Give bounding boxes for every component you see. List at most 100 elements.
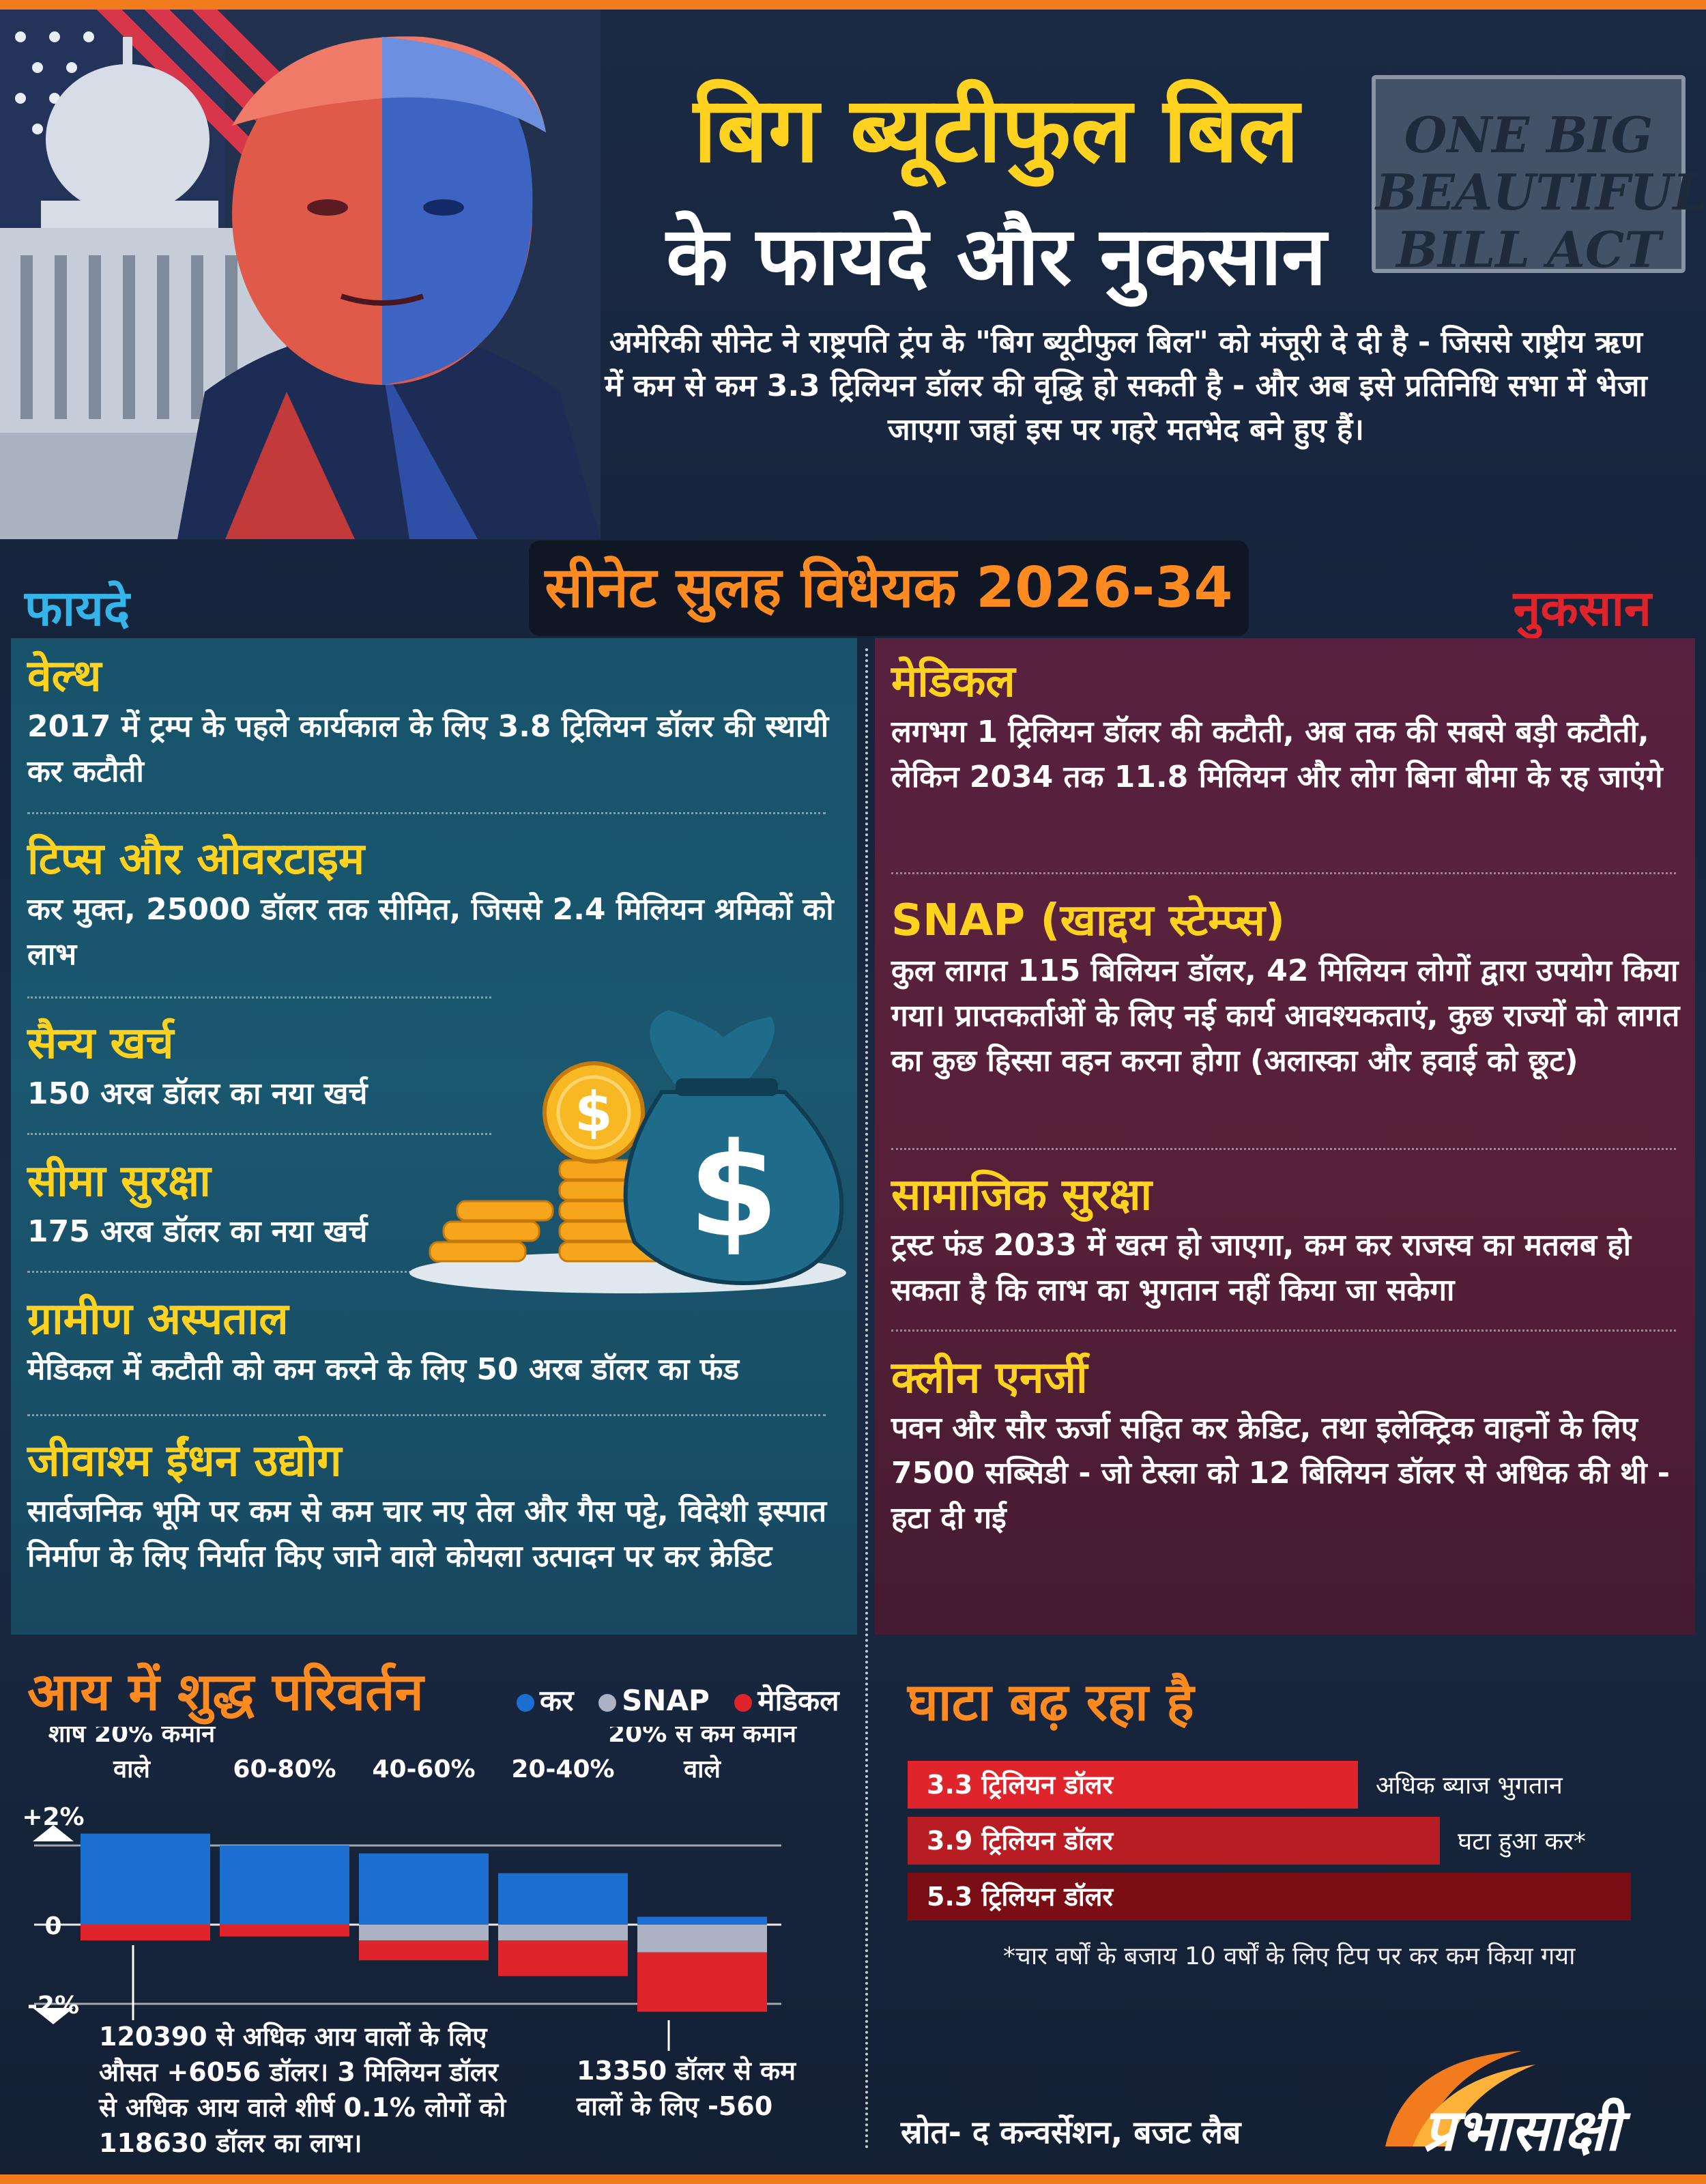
source-credit: स्रोत- द कन्वर्सेशन, बजट लैब	[901, 2114, 1241, 2151]
net-change-title: आय में शुद्ध परिवर्तन	[27, 1661, 424, 1722]
con-heading: सामाजिक सुरक्षा	[891, 1170, 1153, 1220]
bar-कर	[220, 1845, 349, 1925]
bar-SNAP	[637, 1925, 767, 1953]
pro-text: मेडिकल में कटौती को कम करने के लिए 50 अर…	[27, 1352, 740, 1387]
intro-paragraph: अमेरिकी सीनेट ने राष्ट्रपति ट्रंप के "बि…	[605, 325, 1647, 447]
prabhasakshi-logo	[1385, 2051, 1535, 2146]
bar-कर	[498, 1873, 628, 1925]
logo-text: प्रभासाक्षी	[1423, 2097, 1621, 2164]
bar-मेडिकल	[359, 1940, 489, 1961]
bill-sign: ONE BIG BEAUTIFUL BILL ACT	[1372, 75, 1706, 278]
note-low-earners: 13350 डॉलर से कम वालों के लिए -560	[577, 2056, 796, 2121]
pro-heading: जीवाश्म ईंधन उद्योग	[27, 1436, 342, 1486]
deficit-footnote: *चार वर्षों के बजाय 10 वर्षों के लिए टिप…	[1003, 1942, 1576, 1970]
svg-text:$: $	[575, 1080, 613, 1144]
capitol-dome	[0, 37, 328, 539]
deficit-value-label: 5.3 ट्रिलियन डॉलर	[927, 1882, 1114, 1912]
legend-label-tax: कर	[540, 1684, 574, 1717]
pro-item: टिप्स और ओवरटाइम कर मुक्त, 25000 डॉलर तक…	[27, 831, 846, 977]
page-subtitle: के फायदे और नुकसान	[666, 209, 1327, 303]
category-label: वाले	[113, 1755, 151, 1783]
portrait	[177, 36, 601, 539]
category-label: वाले	[683, 1755, 721, 1783]
svg-text:$: $	[689, 1115, 779, 1266]
category-label: 20-40%	[511, 1755, 614, 1783]
bar-मेडिकल	[498, 1940, 628, 1977]
cons-panel	[875, 638, 1695, 1635]
pro-text: कर मुक्त, 25000 डॉलर तक सीमित, जिससे 2.4…	[27, 892, 834, 972]
con-heading: क्लीन एनर्जी	[891, 1353, 1088, 1403]
top-accent-bar	[0, 0, 1706, 10]
pro-text: सार्वजनिक भूमि पर कम से कम चार नए तेल और…	[27, 1494, 827, 1574]
bar-कर	[359, 1853, 489, 1925]
pro-heading: सीमा सुरक्षा	[27, 1156, 211, 1207]
down-arrow-icon	[33, 2008, 74, 2024]
pros-label: फायदे	[25, 579, 130, 637]
deficit-chart: 3.3 ट्रिलियन डॉलर अधिक ब्याज भुगतान 3.9 ट्…	[908, 1761, 1631, 1921]
money-bag-icon: $	[623, 1010, 844, 1286]
banner-title: सीनेट सुलह विधेयक 2026-34	[529, 541, 1249, 636]
con-heading: मेडिकल	[891, 657, 1015, 707]
deficit-category-label: घटा हुआ कर*	[1458, 1828, 1586, 1858]
sign-line: BEAUTIFUL	[1376, 163, 1706, 221]
note-top-earners: 120390 से अधिक आय वालों के लिए औसत +6056…	[99, 2022, 506, 2158]
legend-swatch-medical	[734, 1693, 753, 1712]
bar-मेडिकल	[220, 1925, 349, 1937]
bar-मेडिकल	[81, 1925, 210, 1941]
pro-item: सीमा सुरक्षा 175 अरब डॉलर का नया खर्च	[27, 1153, 505, 1254]
con-text: ट्रस्ट फंड 2033 में खत्म हो जाएगा, कम कर…	[891, 1228, 1632, 1308]
divider	[27, 812, 826, 814]
con-item: SNAP (खाद्दय स्टेम्प्स) कुल लागत 115 बिल…	[891, 893, 1690, 1084]
con-text: पवन और सौर ऊर्जा सहित कर क्रेडिट, तथा इल…	[891, 1411, 1671, 1536]
con-item: मेडिकल लगभग 1 ट्रिलियन डॉलर की कटौती, अब…	[891, 654, 1690, 800]
legend-label-medical: मेडिकल	[757, 1684, 839, 1717]
category-label: 60-80%	[233, 1755, 336, 1783]
bar-कर	[81, 1833, 210, 1925]
deficit-bar	[908, 1817, 1440, 1865]
chart-legend: कर SNAP मेडिकल	[502, 1680, 839, 1719]
divider	[891, 872, 1676, 874]
net-change-chart: +2%0-2%शीर्ष 20% कमानेवाले 60-80% 40-60% 20…	[22, 1727, 798, 2051]
divider	[891, 1330, 1676, 1332]
pro-text: 150 अरब डॉलर का नया खर्च	[27, 1076, 368, 1111]
bar-कर	[637, 1916, 767, 1925]
bottom-accent-bar	[0, 2174, 1706, 2184]
con-heading: SNAP (खाद्दय स्टेम्प्स)	[891, 895, 1286, 946]
center-divider	[865, 648, 868, 2150]
divider	[891, 1148, 1676, 1150]
divider	[27, 996, 491, 998]
con-item: क्लीन एनर्जी पवन और सौर ऊर्जा सहित कर क्…	[891, 1350, 1690, 1541]
pro-heading: सैन्य खर्च	[27, 1018, 174, 1069]
divider	[27, 1133, 491, 1135]
up-arrow-icon	[33, 1825, 74, 1841]
sign-line: ONE BIG	[1404, 106, 1653, 164]
bar-मेडिकल	[637, 1952, 767, 2012]
deficit-title: घाटा बढ़ रहा है	[908, 1671, 1194, 1732]
header-illustration	[0, 10, 601, 539]
pro-item: सैन्य खर्च 150 अरब डॉलर का नया खर्च	[27, 1016, 505, 1117]
bar-SNAP	[359, 1925, 489, 1941]
sign-line: BILL ACT	[1396, 220, 1661, 278]
pro-item: जीवाश्म ईंधन उद्योग सार्वजनिक भूमि पर कम…	[27, 1433, 839, 1579]
deficit-value-label: 3.9 ट्रिलियन डॉलर	[927, 1826, 1114, 1856]
pro-item: वेल्थ 2017 में ट्रम्प के पहले कार्यकाल क…	[27, 648, 846, 794]
pro-text: 175 अरब डॉलर का नया खर्च	[27, 1214, 368, 1249]
category-label: शीर्ष 20% कमाने	[48, 1727, 216, 1748]
money-bag-illustration: $ $	[409, 1010, 846, 1293]
bar-SNAP	[498, 1925, 628, 1941]
pro-heading: टिप्स और ओवरटाइम	[27, 834, 365, 885]
category-label: 40-60%	[372, 1755, 475, 1783]
divider	[27, 1414, 826, 1416]
deficit-bar	[908, 1761, 1358, 1809]
con-text: कुल लागत 115 बिलियन डॉलर, 42 मिलियन लोगो…	[891, 953, 1680, 1078]
pro-heading: ग्रामीण अस्पताल	[27, 1294, 289, 1345]
con-text: लगभग 1 ट्रिलियन डॉलर की कटौती, अब तक की …	[891, 715, 1663, 794]
deficit-value-label: 3.3 ट्रिलियन डॉलर	[927, 1770, 1114, 1800]
pro-text: 2017 में ट्रम्प के पहले कार्यकाल के लिए …	[27, 709, 829, 789]
page-title: बिग ब्यूटीफुल बिल	[693, 78, 1299, 183]
legend-swatch-snap	[598, 1693, 617, 1712]
legend-swatch-tax	[517, 1693, 534, 1712]
cons-label: नुकसान	[1513, 579, 1651, 637]
deficit-category-label: अधिक ब्याज भुगतान	[1376, 1771, 1563, 1800]
